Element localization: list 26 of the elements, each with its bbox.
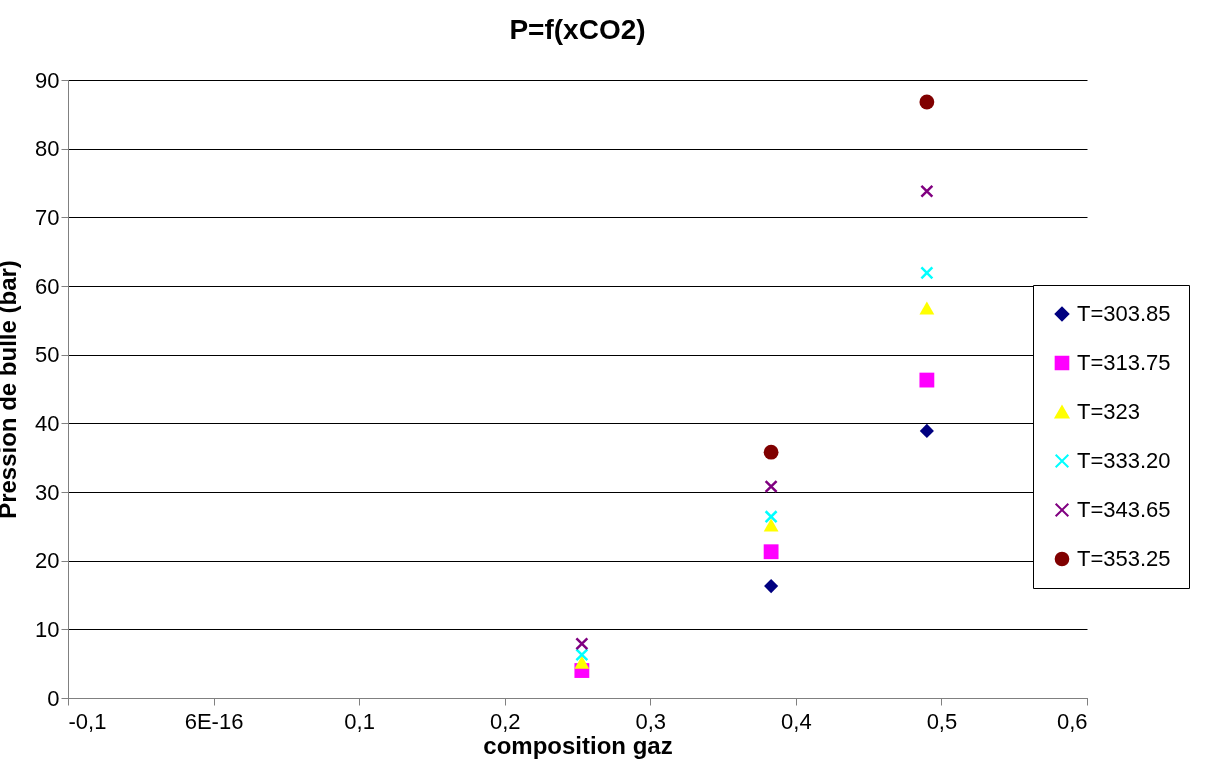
y-tick-label: 30 <box>35 479 60 505</box>
y-tick-label: 70 <box>35 204 60 230</box>
legend-label: T=343.65 <box>1077 497 1171 522</box>
legend-label: T=323 <box>1077 399 1140 424</box>
legend-label: T=313.75 <box>1077 350 1171 375</box>
y-tick-label: 80 <box>35 136 60 162</box>
x-tick-label: 0,3 <box>635 708 667 734</box>
x-tick-label: 0,5 <box>926 708 958 734</box>
x-tick-label: 0,6 <box>1056 708 1088 734</box>
y-tick-label: 50 <box>35 342 60 368</box>
y-tick-label: 60 <box>35 273 60 299</box>
x-tick-label: 6E-16 <box>184 708 244 734</box>
y-tick-label: 0 <box>47 685 60 711</box>
x-tick-label: 0,4 <box>781 708 812 734</box>
y-tick-label: 40 <box>35 410 60 436</box>
x-tick-label: -0,1 <box>68 708 107 734</box>
x-axis-title: composition gaz <box>483 731 673 759</box>
legend-label: T=353.25 <box>1077 546 1171 571</box>
x-tick-label: 0,2 <box>489 708 521 734</box>
legend-label: T=303.85 <box>1077 301 1171 326</box>
y-tick-label: 20 <box>35 548 60 574</box>
chart-title: P=f(xCO2) <box>509 14 646 45</box>
legend-label: T=333.20 <box>1077 448 1171 473</box>
y-tick-label: 10 <box>35 616 60 642</box>
x-tick-label: 0,1 <box>344 708 375 734</box>
y-tick-label: 90 <box>35 67 60 93</box>
